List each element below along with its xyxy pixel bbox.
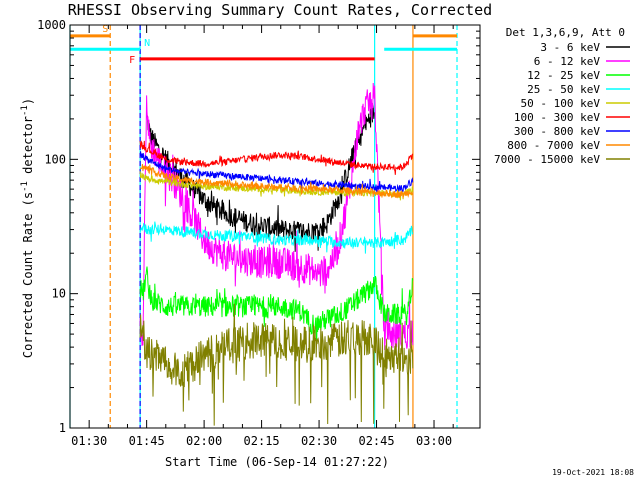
x-tick-label: 01:45 — [129, 434, 165, 448]
x-tick-label: 02:15 — [244, 434, 280, 448]
legend-label: 100 - 300 keV — [514, 111, 600, 124]
attenuator-label: F — [129, 55, 135, 66]
legend-label: 300 - 800 keV — [514, 125, 600, 138]
series-line-50-100keV — [139, 171, 414, 201]
series-line-300-800keV — [139, 151, 414, 193]
series-line-7000-15000keV — [139, 303, 414, 426]
legend-label: 3 - 6 keV — [540, 41, 600, 54]
x-tick-label: 02:00 — [186, 434, 222, 448]
y-tick-label: 100 — [44, 152, 66, 166]
series-line-6-12keV — [139, 82, 414, 351]
y-tick-label: 10 — [52, 287, 66, 301]
y-label-sup-2: -1 — [20, 105, 30, 116]
y-label-main: Corrected Count Rate (s — [21, 192, 35, 358]
chart-title: RHESSI Observing Summary Count Rates, Co… — [68, 1, 492, 19]
legend-title: Det 1,3,6,9, Att 0 — [506, 26, 625, 39]
y-label-end: ) — [21, 98, 35, 105]
legend-label: 7000 - 15000 keV — [494, 153, 600, 166]
legend-label: 25 - 50 keV — [527, 83, 600, 96]
y-tick-label: 1000 — [37, 18, 66, 32]
x-tick-label: 03:00 — [416, 434, 452, 448]
x-axis-label: Start Time (06-Sep-14 01:27:22) — [165, 455, 389, 469]
y-axis-label: Corrected Count Rate (s-1 detector-1) — [20, 98, 35, 358]
y-label-sup-1: -1 — [20, 181, 30, 192]
series-line-800-7000keV — [139, 163, 414, 199]
x-tick-label: 02:30 — [301, 434, 337, 448]
attenuator-label: S — [102, 24, 108, 35]
x-tick-label: 02:45 — [358, 434, 394, 448]
y-label-mid: detector — [21, 116, 35, 181]
legend-label: 12 - 25 keV — [527, 69, 600, 82]
legend-label: 800 - 7000 keV — [507, 139, 600, 152]
attenuator-label: N — [144, 38, 150, 49]
series-line-3-6keV — [146, 104, 375, 252]
legend-label: 6 - 12 keV — [534, 55, 601, 68]
footer-date: 19-Oct-2021 18:08 — [552, 468, 634, 477]
y-tick-label: 1 — [59, 421, 66, 435]
series-line-100-300keV — [139, 140, 414, 175]
x-tick-label: 01:30 — [71, 434, 107, 448]
svg-text:Corrected Count Rate (s-1 dete: Corrected Count Rate (s-1 detector-1) — [20, 98, 35, 358]
series-group — [139, 82, 414, 426]
axes: 1 10 100 1000 01:30 01:45 02:00 02:15 02:30 02:45… — [37, 18, 481, 448]
plot-frame — [69, 24, 481, 429]
series-line-12-25keV — [139, 266, 414, 343]
series-line-25-50keV — [139, 221, 414, 254]
legend-label: 50 - 100 keV — [521, 97, 601, 110]
